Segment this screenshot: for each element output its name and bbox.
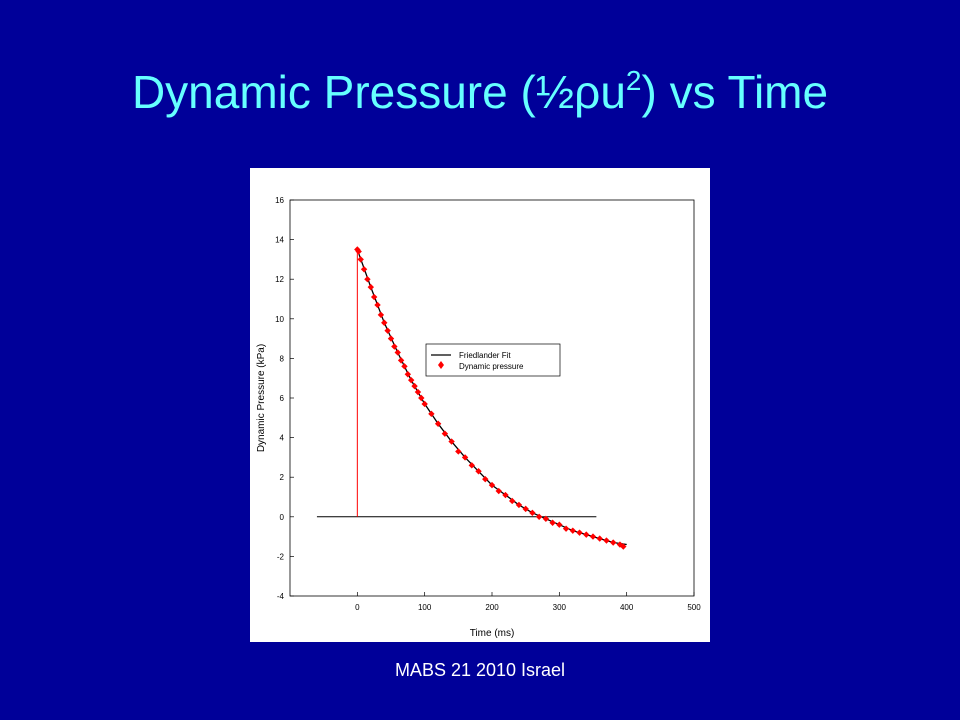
data-point (355, 248, 362, 255)
data-point (529, 509, 536, 517)
chart-panel: -4 -2 0 2 4 6 8 10 12 14 16 0 100 200 300 400 500 Time (… (250, 168, 710, 642)
data-point (418, 394, 425, 402)
x-tick-label: 0 (355, 603, 360, 612)
data-point (549, 519, 556, 526)
legend-point-swatch (438, 361, 444, 369)
axis-ticks: -4 -2 0 2 4 6 8 10 12 14 16 0 100 200 300 400 500 (275, 196, 701, 612)
data-point (455, 448, 462, 455)
y-tick-label: 0 (280, 513, 285, 522)
dynamic-pressure-chart: -4 -2 0 2 4 6 8 10 12 14 16 0 100 200 300 400 500 Time (… (256, 196, 701, 639)
slide-title-main: Dynamic Pressure (½ρu (131, 66, 626, 118)
footer-text: MABS 21 2010 Israel (394, 660, 566, 680)
data-point (387, 335, 395, 342)
y-tick-label: 8 (280, 354, 285, 363)
data-point (384, 327, 391, 334)
y-tick-label: 10 (275, 315, 284, 324)
data-point (620, 543, 627, 550)
data-point (461, 454, 469, 461)
data-point (448, 438, 455, 445)
y-tick-label: -4 (277, 592, 285, 601)
friedlander-fit-line (356, 249, 627, 546)
data-point (475, 468, 482, 475)
x-tick-label: 300 (553, 603, 567, 612)
data-point (377, 311, 385, 319)
data-point (421, 400, 428, 408)
y-tick-label: 12 (275, 275, 284, 284)
data-point (360, 266, 368, 273)
data-point (381, 319, 388, 326)
data-point (610, 539, 617, 546)
data-point (502, 491, 509, 499)
data-point (357, 256, 364, 263)
data-point (522, 505, 529, 513)
data-point (596, 535, 603, 542)
slide-title-end: ) vs Time (641, 66, 829, 118)
y-tick-label: 16 (275, 196, 284, 205)
data-point (364, 276, 371, 283)
data-point (583, 531, 590, 538)
data-point (468, 462, 475, 469)
y-axis-label: Dynamic Pressure (kPa) (256, 344, 267, 452)
data-point (401, 363, 408, 370)
data-point (589, 533, 597, 540)
data-points (354, 246, 627, 550)
slide-title: Dynamic Pressure (½ρu2) vs Time (0, 62, 960, 122)
plot-frame (289, 199, 695, 597)
reference-lines (316, 249, 597, 518)
x-axis-label: Time (ms) (470, 628, 515, 639)
data-point (434, 420, 442, 427)
data-point (391, 343, 398, 350)
x-tick-label: 500 (687, 603, 701, 612)
data-point (374, 301, 381, 309)
data-point (488, 481, 496, 489)
data-point (397, 357, 405, 364)
data-point (495, 487, 502, 495)
legend-box (425, 343, 561, 377)
data-point (482, 475, 489, 483)
slide-title-superscript: 2 (625, 65, 642, 96)
data-point (569, 527, 576, 534)
y-tick-label: 14 (275, 236, 284, 245)
y-tick-label: 2 (280, 473, 285, 482)
y-tick-label: 4 (280, 434, 285, 443)
y-tick-label: 6 (280, 394, 285, 403)
legend: Friedlander Fit Dynamic pressure (425, 343, 561, 377)
data-point (408, 376, 415, 384)
legend-fit-label: Friedlander Fit (459, 351, 511, 360)
data-point (603, 537, 610, 544)
legend-point-label: Dynamic pressure (459, 362, 524, 371)
fit-line-group (356, 249, 627, 546)
x-tick-label: 400 (620, 603, 634, 612)
y-tick-label: -2 (277, 552, 285, 561)
data-point (556, 521, 563, 528)
data-point (411, 382, 418, 390)
x-tick-label: 100 (418, 603, 432, 612)
data-point (404, 371, 412, 378)
data-point (515, 501, 523, 509)
data-point (576, 529, 583, 536)
x-tick-label: 200 (485, 603, 499, 612)
data-point (394, 349, 401, 356)
data-point (414, 388, 422, 396)
data-point (370, 293, 378, 301)
data-point (367, 283, 374, 291)
